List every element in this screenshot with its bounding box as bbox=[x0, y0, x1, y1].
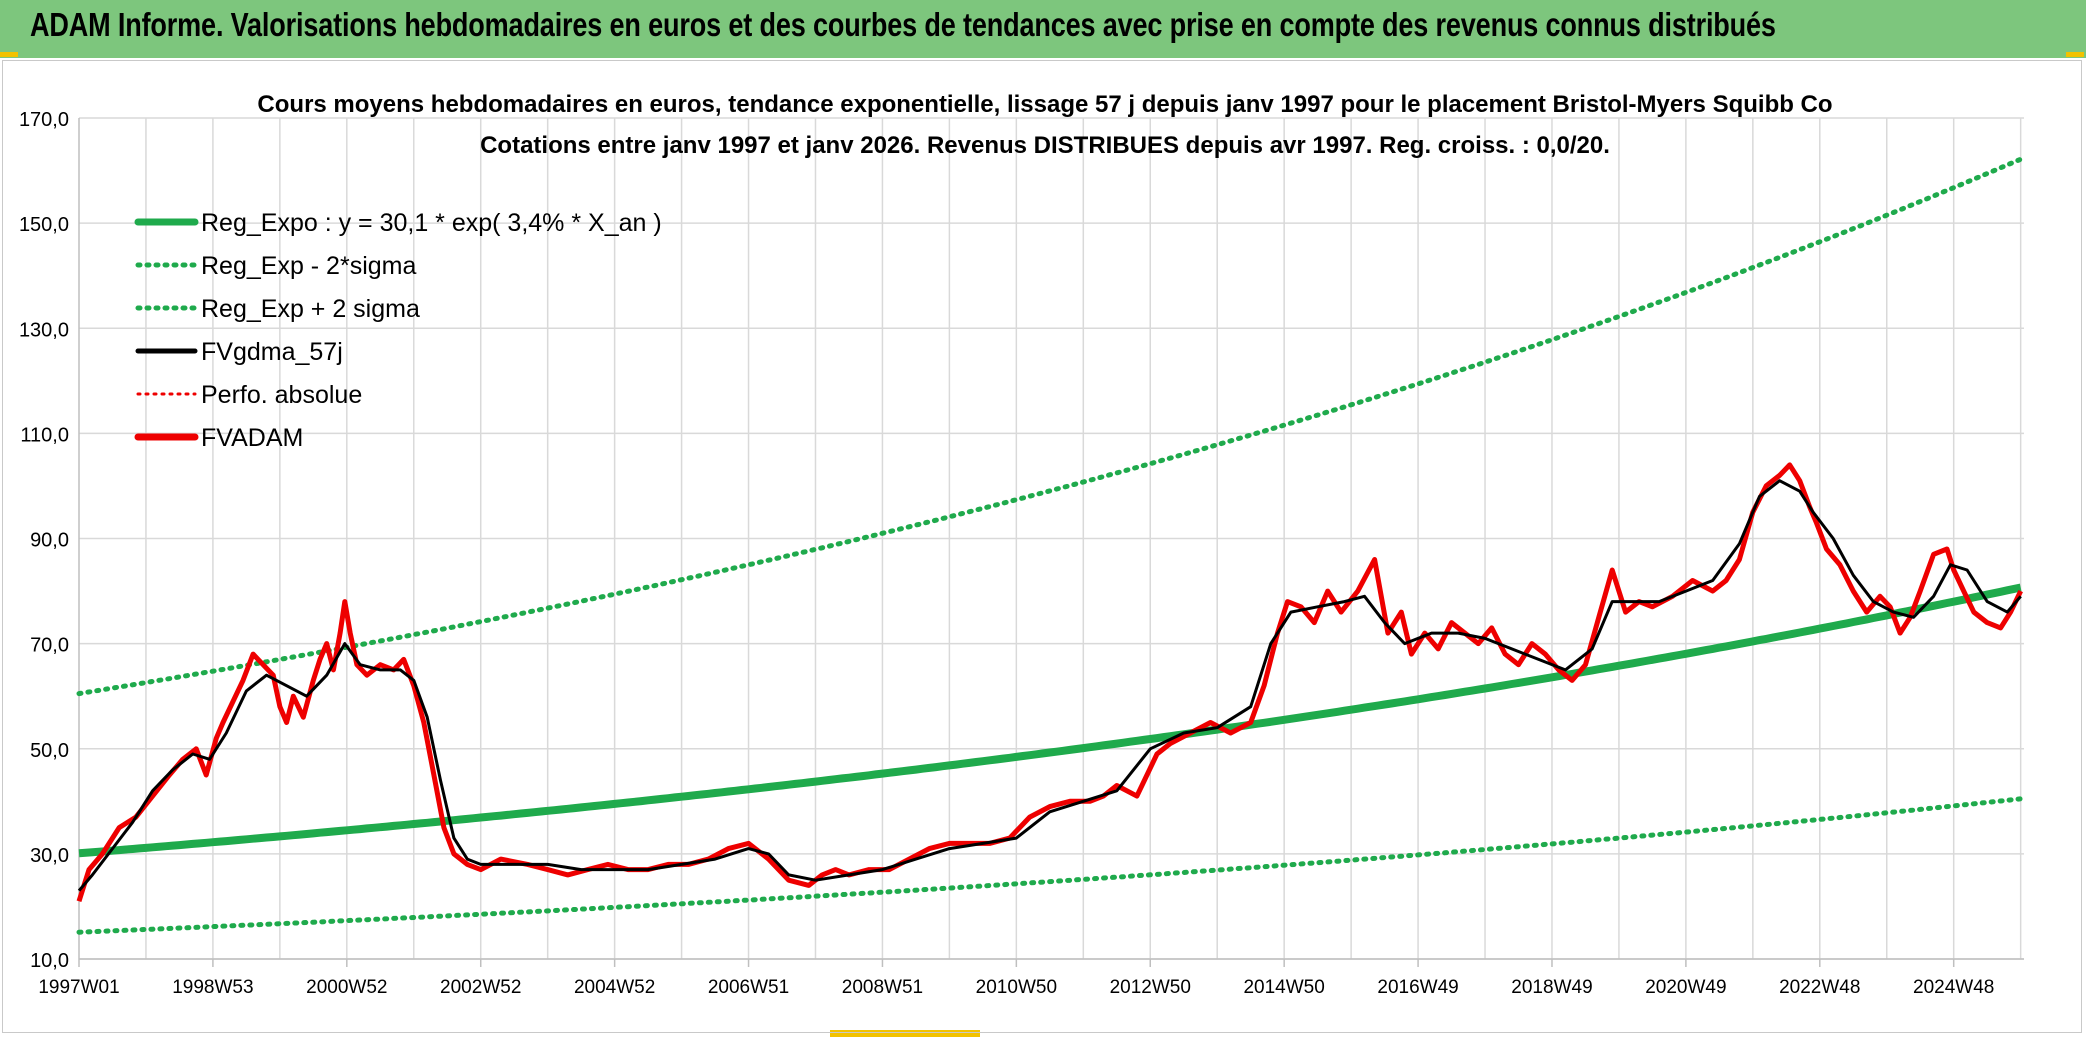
chart-title: Cours moyens hebdomadaires en euros, ten… bbox=[257, 91, 1832, 118]
y-tick-label: 50,0 bbox=[30, 740, 69, 762]
y-axis-labels: 10,0 30,0 50,0 70,0 90,0 110,0 130,0 150,0 170,0 bbox=[19, 109, 69, 972]
legend-label-fvgdma: FVgdma_57j bbox=[201, 338, 343, 366]
x-tick-label: 2020W49 bbox=[1645, 977, 1726, 998]
reg-exp-minus-2sigma-line bbox=[76, 796, 2024, 935]
y-tick-label: 30,0 bbox=[30, 845, 69, 867]
y-tick-label: 110,0 bbox=[20, 424, 69, 446]
legend-label-reg_expo: Reg_Expo : y = 30,1 * exp( 3,4% * X_an ) bbox=[201, 209, 662, 237]
fvgdma-57j-line bbox=[77, 479, 2022, 892]
chart-grid bbox=[79, 117, 2024, 960]
x-tick-label: 2008W51 bbox=[842, 977, 923, 998]
chart-subtitle: Cotations entre janv 1997 et janv 2026. … bbox=[480, 132, 1610, 159]
bottom-mark bbox=[830, 1030, 980, 1037]
legend-label-perfo: Perfo. absolue bbox=[201, 381, 362, 409]
legend-label-reg_minus: Reg_Exp - 2*sigma bbox=[201, 252, 416, 280]
x-axis-labels: 1997W01 1998W53 2000W52 2002W52 2004W52 2006W… bbox=[38, 977, 1994, 998]
report-banner: ADAM Informe. Valorisations hebdomadaire… bbox=[0, 0, 2086, 58]
reg-expo-line bbox=[78, 583, 2022, 858]
x-tick-label: 2014W50 bbox=[1243, 977, 1324, 998]
report-banner-title: ADAM Informe. Valorisations hebdomadaire… bbox=[30, 6, 1776, 43]
y-tick-label: 170,0 bbox=[19, 109, 69, 131]
corner-mark bbox=[0, 52, 18, 57]
chart-legend: Reg_Expo : y = 30,1 * exp( 3,4% * X_an )… bbox=[134, 209, 662, 452]
chart-axes bbox=[78, 118, 2024, 967]
corner-mark bbox=[2066, 52, 2084, 57]
chart-frame bbox=[2, 60, 2082, 1033]
y-tick-label: 70,0 bbox=[30, 635, 69, 657]
y-tick-label: 10,0 bbox=[30, 950, 69, 972]
x-tick-label: 2024W48 bbox=[1913, 977, 1994, 998]
y-tick-label: 130,0 bbox=[19, 319, 69, 341]
legend-label-reg_plus: Reg_Exp + 2 sigma bbox=[201, 295, 420, 323]
x-tick-label: 2004W52 bbox=[574, 977, 655, 998]
x-tick-label: 2000W52 bbox=[306, 977, 387, 998]
x-tick-label: 2018W49 bbox=[1511, 977, 1592, 998]
legend-label-fvadam: FVADAM bbox=[201, 424, 303, 452]
x-tick-label: 2010W50 bbox=[976, 977, 1057, 998]
x-tick-label: 1998W53 bbox=[172, 977, 253, 998]
y-tick-label: 150,0 bbox=[19, 214, 69, 236]
fvadam-line bbox=[76, 462, 2023, 902]
reg-exp-plus-2sigma-line bbox=[76, 156, 2024, 697]
x-tick-label: 2012W50 bbox=[1110, 977, 1191, 998]
x-tick-label: 2022W48 bbox=[1779, 977, 1860, 998]
x-tick-label: 2002W52 bbox=[440, 977, 521, 998]
x-tick-label: 2016W49 bbox=[1377, 977, 1458, 998]
x-tick-label: 2006W51 bbox=[708, 977, 789, 998]
x-tick-label: 1997W01 bbox=[38, 977, 119, 998]
y-tick-label: 90,0 bbox=[30, 530, 69, 552]
chart-curves bbox=[76, 156, 2024, 935]
